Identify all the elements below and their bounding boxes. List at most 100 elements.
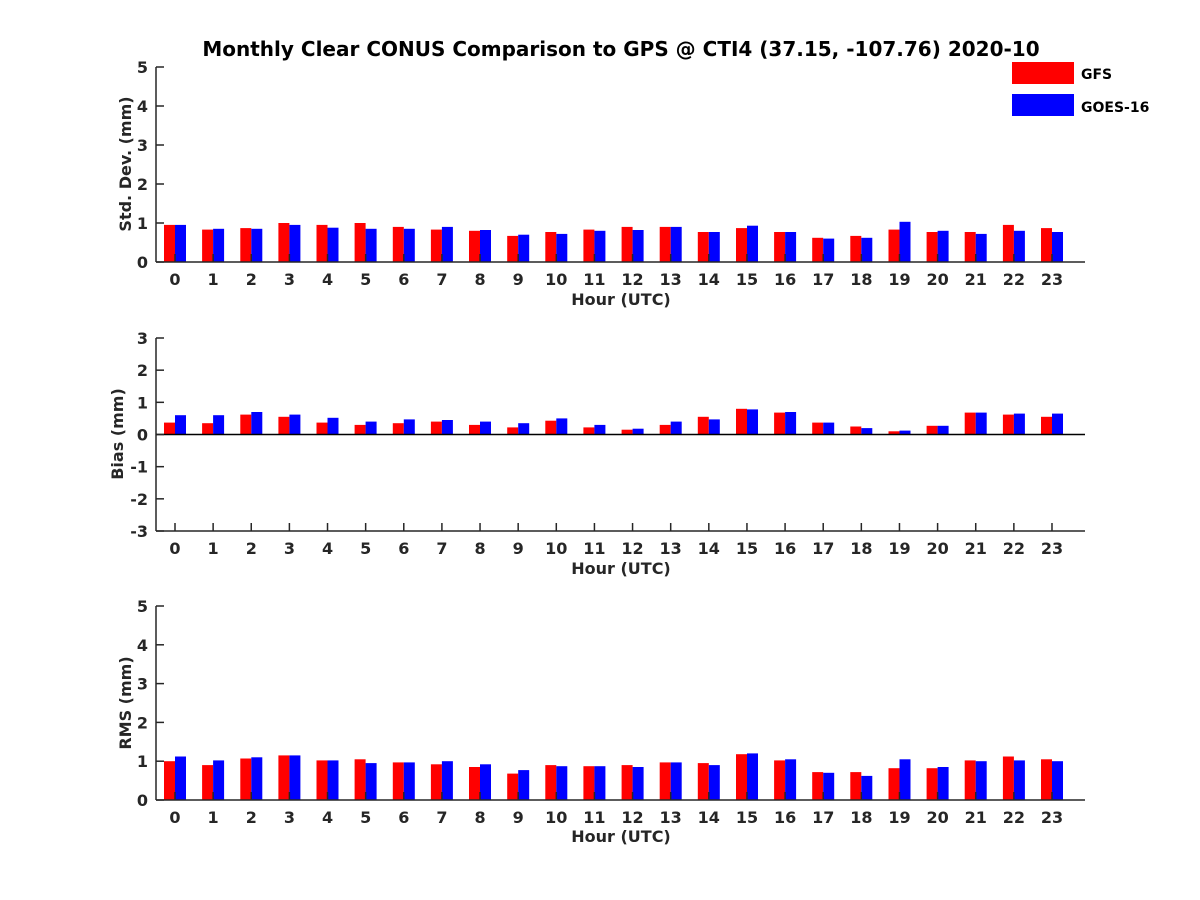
bias-y-tick-label: -2	[130, 490, 148, 509]
rms-bar-goes16-0	[175, 756, 186, 800]
std-dev-bar-goes16-21	[975, 233, 987, 262]
bias-bar-goes16-20	[937, 425, 949, 435]
bias-bar-gfs-16	[774, 412, 786, 435]
bias-bar-gfs-7	[430, 421, 442, 435]
rms-y-tick-label: 2	[137, 713, 148, 732]
std-dev-bar-goes16-19	[899, 221, 911, 262]
bias-bar-goes16-12	[632, 428, 644, 435]
rms-bar-goes16-6	[403, 762, 415, 800]
std-dev-x-tick-label: 16	[774, 270, 796, 289]
rms-bar-goes16-5	[365, 763, 377, 800]
std-dev-x-tick-label: 3	[284, 270, 295, 289]
std-dev-bar-gfs-16	[774, 232, 786, 262]
bias-x-tick-label: 14	[698, 539, 720, 558]
std-dev-x-tick-label: 10	[545, 270, 567, 289]
rms-x-tick-label: 10	[545, 808, 567, 827]
bias-bar-gfs-12	[621, 429, 633, 435]
rms-y-tick-label: 4	[137, 636, 148, 655]
std-dev-bar-goes16-11	[594, 230, 606, 262]
rms-bar-goes16-8	[480, 764, 491, 800]
legend-swatch-gfs	[1012, 62, 1074, 84]
bias-x-tick-label: 13	[660, 539, 682, 558]
rms-x-tick-label: 4	[322, 808, 333, 827]
std-dev-bar-gfs-14	[697, 232, 709, 262]
std-dev-bars	[164, 221, 1063, 262]
std-dev-bar-goes16-6	[403, 228, 415, 262]
std-dev-x-tick-label: 22	[1003, 270, 1025, 289]
rms-x-tick-label: 21	[965, 808, 987, 827]
bias-x-tick-label: 7	[436, 539, 447, 558]
std-dev-bar-goes16-15	[747, 225, 758, 262]
bias-y-tick-label: 2	[137, 361, 148, 380]
rms-x-tick-label: 3	[284, 808, 295, 827]
std-dev-x-tick-label: 9	[513, 270, 524, 289]
rms-bar-gfs-12	[621, 765, 633, 800]
std-dev-y-tick-label: 4	[137, 97, 148, 116]
bias-x-tick-label: 2	[246, 539, 257, 558]
bias-bar-gfs-10	[545, 420, 557, 435]
rms-bars	[164, 753, 1063, 800]
bias-bar-goes16-5	[365, 421, 377, 435]
bias-y-tick-label: 0	[137, 426, 148, 445]
rms-x-tick-label: 8	[474, 808, 485, 827]
std-dev-bar-gfs-10	[545, 232, 557, 262]
chart-title: Monthly Clear CONUS Comparison to GPS @ …	[202, 37, 1039, 61]
std-dev-x-tick-label: 15	[736, 270, 758, 289]
rms-bar-gfs-8	[469, 767, 480, 800]
std-dev-x-tick-label: 14	[698, 270, 720, 289]
rms-bar-goes16-21	[975, 761, 987, 800]
rms-y-tick-label: 1	[137, 752, 148, 771]
bias-x-tick-label: 1	[208, 539, 219, 558]
std-dev-bar-goes16-20	[937, 230, 949, 262]
rms-bar-gfs-9	[507, 773, 519, 800]
rms-bar-goes16-20	[937, 767, 949, 800]
std-dev-x-tick-label: 0	[169, 270, 180, 289]
rms-x-tick-label: 15	[736, 808, 758, 827]
std-dev-bar-gfs-11	[583, 229, 595, 262]
bias-x-tick-label: 9	[513, 539, 524, 558]
bias-x-tick-label: 23	[1041, 539, 1063, 558]
rms-x-tick-label: 7	[436, 808, 447, 827]
std-dev-bar-goes16-10	[556, 233, 568, 262]
rms-bar-gfs-15	[736, 754, 747, 800]
std-dev-bar-goes16-7	[441, 226, 453, 262]
rms-bar-goes16-22	[1013, 760, 1025, 800]
rms-bar-goes16-4	[327, 760, 339, 800]
std-dev-x-tick-label: 8	[474, 270, 485, 289]
bias-x-tick-label: 18	[850, 539, 872, 558]
rms-x-tick-label: 18	[850, 808, 872, 827]
bias-x-tick-label: 5	[360, 539, 371, 558]
bias-bar-goes16-13	[670, 421, 682, 435]
rms-bar-gfs-18	[850, 772, 862, 800]
std-dev-bar-goes16-5	[365, 228, 377, 262]
bias-bar-goes16-22	[1013, 413, 1025, 435]
bias-bar-goes16-9	[518, 423, 530, 435]
bias-x-tick-label: 0	[169, 539, 180, 558]
rms-bar-gfs-21	[964, 760, 976, 800]
bias-bar-goes16-2	[251, 412, 263, 435]
rms-bar-goes16-19	[899, 759, 911, 800]
std-dev-bar-gfs-1	[202, 229, 214, 262]
bias-bar-gfs-2	[240, 414, 252, 435]
std-dev-y-tick-label: 3	[137, 136, 148, 155]
rms-bar-gfs-22	[1002, 756, 1014, 800]
rms-bar-gfs-16	[774, 760, 786, 800]
rms-bar-gfs-5	[354, 759, 366, 800]
std-dev-x-tick-label: 13	[660, 270, 682, 289]
bias-bar-goes16-3	[289, 414, 301, 435]
rms-bar-gfs-0	[164, 761, 175, 800]
std-dev-bar-goes16-2	[251, 228, 263, 262]
rms-bar-goes16-3	[289, 755, 301, 800]
rms-bar-goes16-2	[251, 757, 263, 800]
rms-bar-goes16-18	[861, 775, 873, 800]
std-dev-bar-gfs-15	[736, 228, 747, 262]
rms-bar-goes16-9	[518, 770, 530, 800]
rms-bar-goes16-12	[632, 767, 644, 800]
bias-x-tick-label: 10	[545, 539, 567, 558]
std-dev-x-tick-label: 11	[583, 270, 605, 289]
rms-y-tick-label: 0	[137, 791, 148, 810]
rms-bar-goes16-10	[556, 766, 568, 800]
bias-bar-gfs-0	[164, 422, 175, 435]
rms-bar-goes16-14	[708, 765, 720, 800]
